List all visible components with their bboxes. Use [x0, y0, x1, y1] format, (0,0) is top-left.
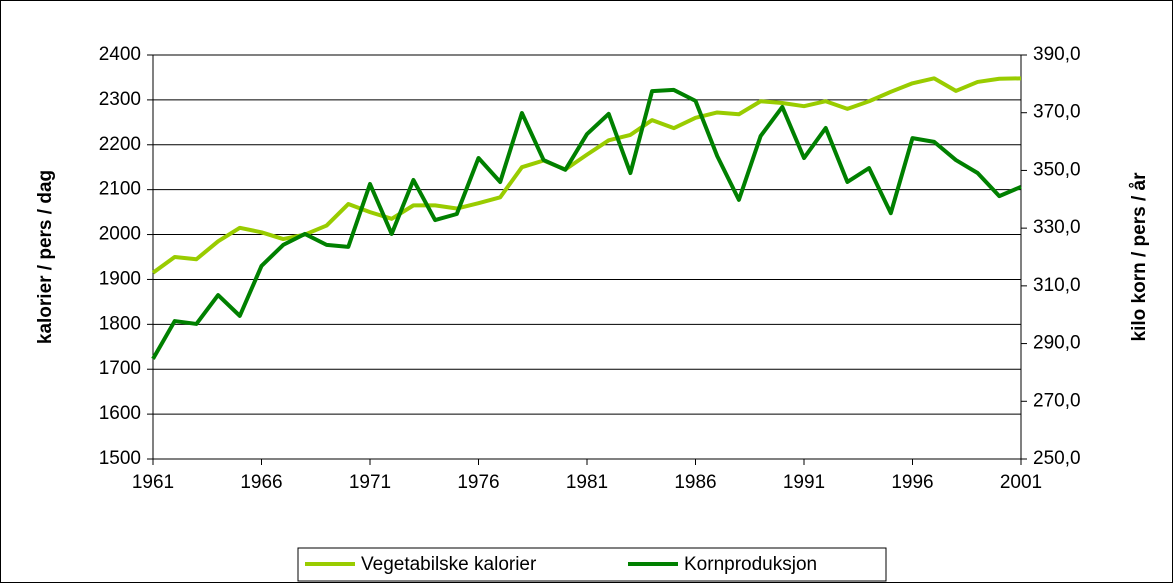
y2-tick-label: 290,0: [1033, 333, 1081, 354]
x-tick-label: 1996: [891, 472, 933, 493]
legend-label: Vegetabilske kalorier: [361, 554, 537, 575]
y2-tick-label: 370,0: [1033, 102, 1081, 123]
y2-tick-label: 270,0: [1033, 390, 1081, 411]
x-tick-label: 1971: [349, 472, 391, 493]
y2-tick-label: 250,0: [1033, 448, 1081, 469]
y-tick-label: 1500: [99, 448, 141, 469]
x-tick-label: 1966: [240, 472, 282, 493]
x-tick-label: 1961: [132, 472, 174, 493]
y2-axis-label: kilo korn / pers / år: [1129, 172, 1150, 342]
series-line: [151, 87, 1022, 360]
x-tick-label: 1976: [457, 472, 499, 493]
y-tick-label: 2100: [99, 179, 141, 200]
y2-tick-label: 330,0: [1033, 217, 1081, 238]
y2-tick-label: 310,0: [1033, 275, 1081, 296]
y-tick-label: 1800: [99, 313, 141, 334]
x-tick-label: 1991: [783, 472, 825, 493]
y-tick-label: 1700: [99, 358, 141, 379]
y-axis-label: kalorier / pers / dag: [35, 170, 56, 344]
y-tick-label: 2200: [99, 134, 141, 155]
y-tick-label: 1900: [99, 268, 141, 289]
x-tick-label: 1986: [674, 472, 716, 493]
y2-tick-label: 390,0: [1033, 44, 1081, 65]
y-tick-label: 2300: [99, 89, 141, 110]
y-tick-label: 2400: [99, 44, 141, 65]
x-tick-label: 2001: [1000, 472, 1042, 493]
y-tick-label: 1600: [99, 403, 141, 424]
legend-box: [297, 547, 887, 582]
y-tick-label: 2000: [99, 224, 141, 245]
y2-tick-label: 350,0: [1033, 159, 1081, 180]
legend-label: Kornproduksjon: [684, 554, 817, 575]
x-tick-label: 1981: [566, 472, 608, 493]
